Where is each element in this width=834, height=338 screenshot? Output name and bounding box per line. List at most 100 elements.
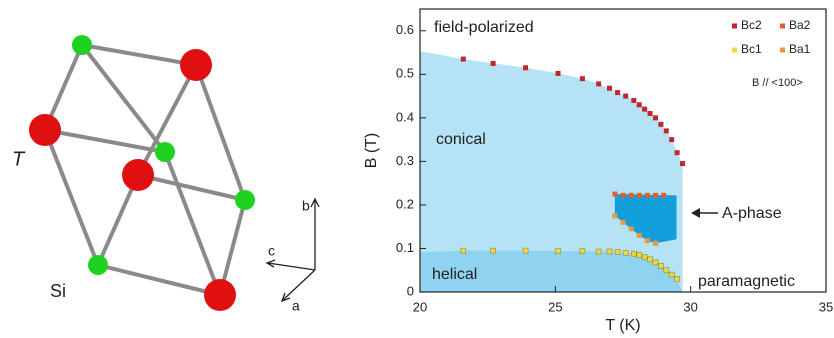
data-point: [636, 252, 643, 258]
data-point: [644, 192, 650, 198]
t-atom: [180, 49, 212, 81]
y-tick-label: 0.3: [396, 153, 414, 168]
legend-swatch: [780, 47, 785, 53]
data-point: [555, 248, 561, 254]
arrow-head: [691, 208, 700, 218]
data-point: [606, 248, 613, 255]
legend-label: Ba1: [789, 42, 811, 56]
data-point: [490, 247, 496, 254]
bond: [96, 263, 222, 297]
site-label: Si: [50, 281, 66, 301]
data-point: [615, 90, 621, 96]
axis-arrow: [282, 269, 316, 301]
y-tick-label: 0.4: [396, 109, 414, 124]
region-label: helical: [432, 266, 477, 283]
y-tick-label: 0.2: [396, 196, 414, 211]
x-axis-label: T (K): [605, 317, 640, 334]
data-point: [555, 70, 561, 76]
t-atom: [204, 279, 236, 311]
arrow-head: [310, 197, 320, 208]
data-point: [628, 226, 634, 232]
region-label: conical: [436, 131, 486, 148]
data-point: [663, 128, 669, 134]
conical-region: [420, 51, 683, 292]
data-point: [612, 213, 618, 219]
data-point: [644, 238, 650, 244]
data-point: [606, 85, 612, 91]
data-point: [523, 65, 529, 71]
crystal-diagram: T Si b c a: [12, 35, 320, 314]
data-point: [636, 102, 642, 108]
x-tick-label: 35: [819, 299, 833, 314]
y-tick-label: 0.6: [396, 22, 414, 37]
data-point: [460, 56, 466, 62]
region-label: A-phase: [722, 205, 782, 222]
data-point: [628, 192, 634, 198]
axis-letter: a: [292, 298, 300, 314]
region-label: paramagnetic: [698, 273, 795, 290]
x-tick-label: 20: [413, 299, 427, 314]
data-point: [579, 76, 585, 82]
bond: [80, 43, 198, 67]
y-axis-label: B (T): [363, 133, 380, 169]
data-point: [522, 247, 529, 254]
data-point: [631, 97, 637, 103]
legend-label: Bc1: [741, 42, 762, 56]
data-point: [596, 81, 602, 87]
data-point: [623, 93, 629, 99]
region-label: B // <100>: [752, 77, 803, 89]
legend-label: Bc2: [741, 18, 762, 32]
plot-frame: [419, 8, 827, 293]
legend-swatch: [732, 47, 737, 53]
data-point: [642, 106, 648, 112]
data-point: [669, 137, 675, 143]
bond: [163, 150, 222, 297]
data-point: [579, 248, 586, 254]
data-point: [631, 250, 637, 257]
data-point: [652, 192, 658, 198]
arrow-head: [265, 259, 276, 268]
data-point: [620, 192, 626, 198]
data-point: [663, 267, 670, 274]
axis-arrow: [267, 262, 316, 271]
data-point: [620, 219, 626, 225]
data-point: [680, 161, 686, 167]
data-point: [652, 115, 658, 121]
legend-label: Ba2: [789, 18, 811, 32]
legend-swatch: [732, 23, 737, 29]
bond: [218, 198, 247, 297]
axis-letter: c: [268, 243, 275, 259]
y-tick-label: 0: [407, 283, 414, 298]
data-point: [612, 191, 618, 197]
bond: [96, 173, 140, 267]
bond: [136, 63, 198, 177]
data-point: [595, 248, 602, 255]
bond: [136, 173, 247, 202]
t-atom: [29, 114, 61, 146]
x-tick-label: 25: [548, 299, 562, 314]
data-point: [652, 259, 659, 266]
bond: [80, 43, 167, 154]
si-atom: [235, 190, 255, 210]
data-point: [674, 150, 680, 156]
data-point: [636, 232, 642, 238]
data-point: [636, 192, 642, 198]
site-label: T: [12, 148, 26, 170]
bond: [43, 128, 100, 267]
bond: [43, 128, 167, 154]
si-atom: [88, 255, 108, 275]
x-tick-label: 30: [683, 299, 697, 314]
data-point: [614, 249, 621, 255]
si-atom: [155, 142, 175, 162]
region-label: field-polarized: [434, 19, 534, 36]
a-phase-region: [614, 194, 677, 244]
legend-swatch: [780, 23, 785, 29]
data-point: [652, 240, 658, 246]
data-point: [460, 247, 467, 254]
axis-letter: b: [302, 198, 310, 214]
axes-glyph: [265, 197, 320, 303]
data-point: [658, 263, 664, 269]
data-point: [641, 254, 648, 260]
data-point: [661, 192, 667, 198]
